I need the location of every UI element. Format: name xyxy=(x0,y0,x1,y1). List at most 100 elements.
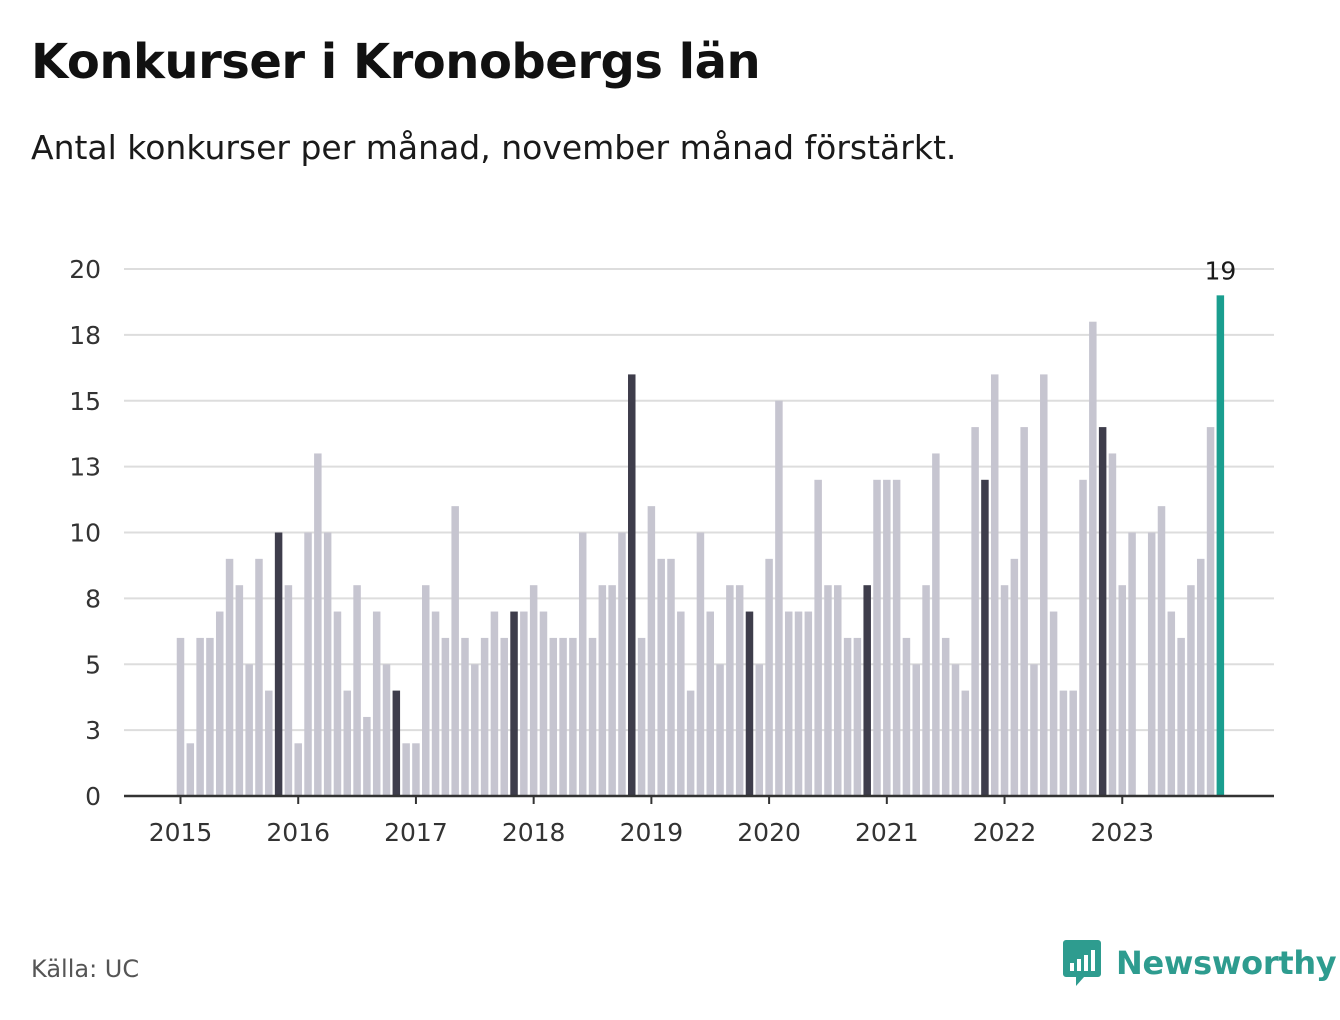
bar xyxy=(1187,585,1195,796)
bar xyxy=(618,532,626,796)
bar xyxy=(520,611,528,796)
x-tick-label: 2017 xyxy=(384,818,448,847)
bar xyxy=(1030,664,1038,796)
bar xyxy=(951,664,960,796)
x-tick-label: 2021 xyxy=(855,818,919,847)
x-tick-label: 2023 xyxy=(1090,818,1154,847)
bar xyxy=(1089,321,1097,796)
bar xyxy=(824,585,832,796)
y-tick-label: 8 xyxy=(85,584,101,613)
bar xyxy=(843,637,852,796)
bar xyxy=(431,611,440,796)
bar xyxy=(480,637,489,796)
bar xyxy=(1069,690,1077,796)
bar xyxy=(883,479,891,796)
bar-november xyxy=(1098,427,1107,796)
bar xyxy=(422,585,430,796)
bar xyxy=(245,664,253,796)
bar xyxy=(696,532,705,796)
bar xyxy=(677,611,685,796)
x-tick-label: 2022 xyxy=(973,818,1037,847)
chart-subtitle: Antal konkurser per månad, november måna… xyxy=(31,128,957,167)
bar xyxy=(265,690,273,796)
bar xyxy=(1108,453,1117,796)
bar xyxy=(196,637,204,796)
bar xyxy=(834,585,842,796)
bar xyxy=(353,585,361,796)
x-tick-label: 2018 xyxy=(502,818,566,847)
bar xyxy=(471,664,479,796)
y-tick-label: 0 xyxy=(85,782,101,811)
bar xyxy=(990,374,999,796)
bar xyxy=(402,743,410,796)
bar xyxy=(1177,637,1185,796)
x-tick-label: 2015 xyxy=(149,818,213,847)
bar xyxy=(588,637,597,796)
bar xyxy=(1118,585,1127,796)
y-tick-label: 13 xyxy=(69,453,101,482)
bar xyxy=(892,479,901,796)
bar xyxy=(765,558,773,796)
y-tick-label: 15 xyxy=(69,387,101,416)
bar-november xyxy=(628,374,636,796)
bar xyxy=(529,585,538,796)
bar xyxy=(608,585,616,796)
bar xyxy=(569,637,577,796)
bar-november xyxy=(981,479,989,796)
y-tick-label: 18 xyxy=(69,321,101,350)
bar xyxy=(314,453,322,796)
bar xyxy=(755,664,764,796)
bar-latest xyxy=(1216,295,1225,796)
bar xyxy=(412,743,420,796)
bar xyxy=(1059,690,1068,796)
bar xyxy=(333,611,342,796)
source-note: Källa: UC xyxy=(31,955,140,983)
bar xyxy=(441,637,450,796)
bar xyxy=(667,558,675,796)
x-tick-label: 2020 xyxy=(737,818,801,847)
bar-november xyxy=(274,532,283,796)
bar xyxy=(922,585,930,796)
x-tick-label: 2016 xyxy=(266,818,330,847)
bar xyxy=(814,479,822,796)
bar xyxy=(598,585,607,796)
x-axis-ticks: 2015 2016 2017 2018 2019 2020 2021 2022 2023 xyxy=(149,796,1154,847)
bar xyxy=(784,611,793,796)
bar xyxy=(206,637,214,796)
bar xyxy=(1157,506,1166,796)
bar xyxy=(578,532,587,796)
chart-title: Konkurser i Kronobergs län xyxy=(31,34,761,90)
bar xyxy=(657,558,665,796)
bar xyxy=(902,637,911,796)
bar xyxy=(284,585,293,796)
bar xyxy=(686,690,695,796)
bar xyxy=(1128,532,1136,796)
bar xyxy=(1000,585,1009,796)
bar xyxy=(176,637,185,796)
bar xyxy=(490,611,499,796)
bar xyxy=(235,585,244,796)
bar xyxy=(1079,479,1087,796)
bar xyxy=(451,506,459,796)
bar xyxy=(853,637,862,796)
newsworthy-logo: Newsworthy xyxy=(1062,938,1337,988)
bar xyxy=(343,690,352,796)
bar xyxy=(637,637,646,796)
bar-november xyxy=(745,611,754,796)
bar-november xyxy=(863,585,871,796)
bar-chart-speech-bubble-icon xyxy=(1063,940,1101,986)
bar xyxy=(304,532,312,796)
bar xyxy=(539,611,548,796)
bar xyxy=(1196,558,1205,796)
bar xyxy=(382,664,391,796)
y-tick-label: 5 xyxy=(85,650,101,679)
bar xyxy=(1167,611,1176,796)
bar xyxy=(461,637,469,796)
bar-november xyxy=(392,690,401,796)
bar xyxy=(323,532,332,796)
bar xyxy=(500,637,508,796)
bar xyxy=(1020,427,1028,796)
y-tick-label: 20 xyxy=(69,255,101,284)
y-axis-ticks: 0 3 5 8 10 13 15 18 20 xyxy=(69,255,101,811)
